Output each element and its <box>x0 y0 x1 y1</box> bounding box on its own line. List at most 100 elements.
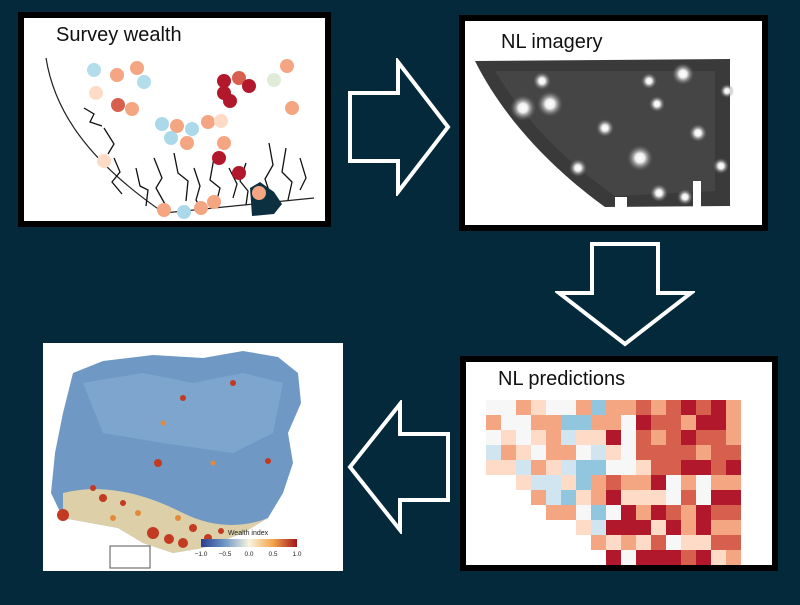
prediction-cell <box>636 400 651 415</box>
prediction-cell <box>636 430 651 445</box>
prediction-cell <box>546 475 561 490</box>
prediction-cell <box>666 460 681 475</box>
prediction-cell <box>591 535 606 550</box>
prediction-cell <box>531 415 546 430</box>
prediction-cell <box>516 475 531 490</box>
prediction-cell <box>546 490 561 505</box>
prediction-cell <box>696 445 711 460</box>
prediction-cell <box>591 490 606 505</box>
prediction-cell <box>576 490 591 505</box>
legend-tick: 1.0 <box>292 551 301 558</box>
nl-predictions-grid <box>486 400 741 565</box>
prediction-cell <box>726 460 741 475</box>
prediction-cell <box>696 550 711 565</box>
legend-tick: −0.5 <box>219 551 232 558</box>
prediction-cell <box>486 460 501 475</box>
legend-tick: 0.5 <box>268 551 277 558</box>
prediction-cell <box>681 505 696 520</box>
prediction-cell <box>576 415 591 430</box>
prediction-cell <box>696 400 711 415</box>
prediction-cell <box>561 505 576 520</box>
prediction-cell <box>621 475 636 490</box>
prediction-cell <box>606 505 621 520</box>
prediction-cell <box>486 445 501 460</box>
prediction-cell <box>651 430 666 445</box>
prediction-cell <box>591 445 606 460</box>
prediction-cell <box>576 505 591 520</box>
prediction-cell <box>621 490 636 505</box>
prediction-cell <box>711 400 726 415</box>
prediction-cell <box>636 520 651 535</box>
prediction-cell <box>516 430 531 445</box>
prediction-cell <box>636 535 651 550</box>
prediction-cell <box>501 445 516 460</box>
prediction-cell <box>531 475 546 490</box>
prediction-cell <box>726 400 741 415</box>
nl-imagery-panel: NL imagery <box>459 15 768 231</box>
prediction-cell <box>696 415 711 430</box>
prediction-cell <box>561 400 576 415</box>
prediction-cell <box>651 475 666 490</box>
prediction-cell <box>681 445 696 460</box>
prediction-cell <box>591 430 606 445</box>
prediction-cell <box>666 550 681 565</box>
prediction-cell <box>636 550 651 565</box>
prediction-cell <box>606 490 621 505</box>
prediction-cell <box>696 460 711 475</box>
survey-wealth-panel: Survey wealth <box>18 12 331 227</box>
prediction-cell <box>546 400 561 415</box>
prediction-cell <box>681 415 696 430</box>
prediction-cell <box>726 475 741 490</box>
prediction-cell <box>636 445 651 460</box>
prediction-cell <box>711 550 726 565</box>
prediction-cell <box>636 505 651 520</box>
prediction-cell <box>531 400 546 415</box>
prediction-cell <box>681 475 696 490</box>
prediction-cell <box>606 400 621 415</box>
prediction-cell <box>711 505 726 520</box>
prediction-cell <box>711 445 726 460</box>
arrow-left-icon <box>347 400 450 534</box>
prediction-cell <box>696 475 711 490</box>
prediction-cell <box>681 550 696 565</box>
prediction-cell <box>711 535 726 550</box>
prediction-cell <box>606 550 621 565</box>
prediction-cell <box>591 415 606 430</box>
prediction-cell <box>591 460 606 475</box>
prediction-cell <box>501 460 516 475</box>
prediction-cell <box>486 430 501 445</box>
prediction-cell <box>546 430 561 445</box>
prediction-cell <box>726 445 741 460</box>
prediction-cell <box>576 460 591 475</box>
prediction-cell <box>606 415 621 430</box>
prediction-cell <box>726 415 741 430</box>
prediction-cell <box>636 415 651 430</box>
prediction-cell <box>726 520 741 535</box>
prediction-cell <box>726 505 741 520</box>
prediction-cell <box>606 430 621 445</box>
prediction-cell <box>726 490 741 505</box>
prediction-cell <box>681 460 696 475</box>
prediction-cell <box>621 400 636 415</box>
prediction-cell <box>651 490 666 505</box>
prediction-cell <box>561 445 576 460</box>
prediction-cell <box>666 475 681 490</box>
prediction-cell <box>501 415 516 430</box>
prediction-cell <box>666 505 681 520</box>
prediction-cell <box>606 460 621 475</box>
prediction-cell <box>606 445 621 460</box>
prediction-cell <box>696 430 711 445</box>
prediction-cell <box>531 430 546 445</box>
prediction-cell <box>561 415 576 430</box>
prediction-cell <box>696 505 711 520</box>
prediction-cell <box>696 520 711 535</box>
prediction-cell <box>591 520 606 535</box>
prediction-cell <box>726 535 741 550</box>
prediction-cell <box>711 460 726 475</box>
prediction-cell <box>621 415 636 430</box>
prediction-cell <box>681 520 696 535</box>
prediction-cell <box>531 445 546 460</box>
prediction-cell <box>681 490 696 505</box>
nl-imagery-title: NL imagery <box>497 31 607 54</box>
prediction-cell <box>576 400 591 415</box>
